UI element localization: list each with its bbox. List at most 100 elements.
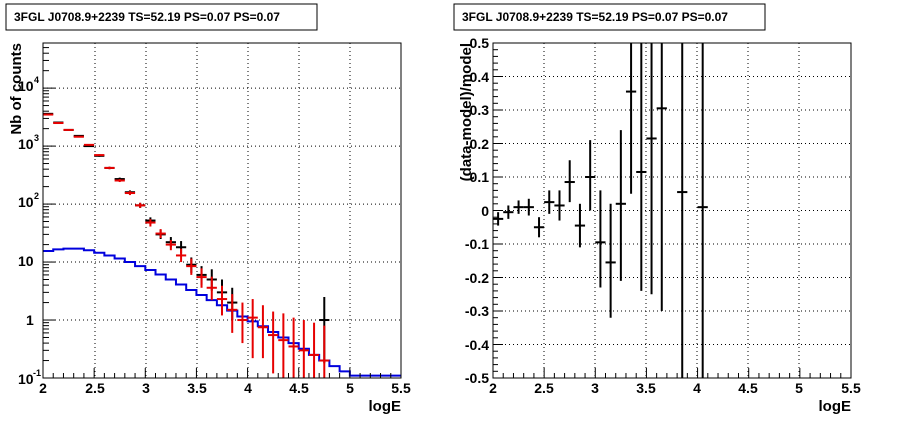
right-title-box [453,3,766,31]
left-data-point [319,325,330,378]
left-data-point [268,311,279,374]
right-x-tick: 3 [591,380,599,396]
left-x-tick: 2 [39,380,47,396]
left-x-axis-label: logE [369,398,402,415]
left-y-tick-exponent: 3 [34,133,39,143]
right-residual-point [656,43,667,311]
left-y-tick: 10 [18,136,34,152]
right-residual-point [554,190,565,221]
left-data-point [288,317,299,378]
left-y-axis-label: Nb of counts [8,43,25,135]
left-data-point [104,166,115,170]
right-plot-area [493,42,851,379]
right-y-tick: 0.4 [470,69,490,85]
left-data-point [278,313,289,378]
right-residual-point [625,43,637,194]
right-y-tick: -0.5 [465,370,489,386]
right-title: 3FGL J0708.9+2239 TS=52.19 PS=0.07 PS=0.… [462,10,728,24]
right-y-tick: -0.1 [465,236,489,252]
left-data-point [308,322,320,378]
right-residual-point [564,160,575,203]
right-x-tick: 4 [693,380,701,396]
left-data-point [247,299,258,359]
left-frame [42,42,402,379]
left-data-point [237,302,248,344]
left-y-tick-exponent: -1 [33,368,41,378]
right-x-tick: 3.5 [636,380,656,396]
right-residual-point [697,43,708,378]
left-y-tick: 1 [26,312,34,328]
left-data-point [298,320,309,378]
left-data-point [83,143,95,146]
right-residual-point [533,217,545,238]
left-data-point [135,202,146,208]
left-data-point [114,179,125,183]
right-residual-point [544,190,555,214]
left-x-tick: 3 [142,380,150,396]
right-y-tick: 0.5 [470,35,490,51]
left-data-point [63,128,74,131]
right-tick-marks [492,42,852,379]
left-y-tick: 10 [18,371,34,387]
left-data-point [73,135,84,138]
left-data-point [124,191,136,196]
left-y-tick: 10 [18,194,34,210]
left-plot-area [43,87,401,379]
left-data-point [175,248,187,263]
left-y-tick: 10 [18,253,34,269]
left-x-tick: 4.5 [289,380,309,396]
left-title: 3FGL J0708.9+2239 TS=52.19 PS=0.07 PS=0.… [14,10,280,24]
right-x-axis-label: logE [819,398,852,415]
right-y-tick: 0.3 [470,102,490,118]
left-x-tick: 5.5 [391,380,411,396]
left-tick-marks [42,42,402,379]
right-residual-point [677,43,688,378]
right-panel: 3FGL J0708.9+2239 TS=52.19 PS=0.07 PS=0.… [453,3,861,415]
right-y-tick: 0 [481,203,489,219]
right-x-tick: 2.5 [534,380,554,396]
left-y-tick-exponent: 2 [34,191,39,201]
left-x-tick: 2.5 [85,380,105,396]
right-residual-point [503,205,514,219]
right-x-tick: 4.5 [738,380,758,396]
right-y-axis-label: (data-model)/model [458,43,475,181]
left-data-point [196,268,207,288]
right-residual-point [646,43,657,295]
right-residual-point [523,198,534,216]
right-y-tick: -0.4 [465,337,489,353]
right-residual-point [574,203,586,248]
right-residual-point [605,203,616,318]
left-data-point [145,219,156,227]
left-data-point [43,113,54,116]
left-data-point [227,294,238,333]
left-data-point [186,258,197,275]
left-data-point [53,122,64,125]
left-data-point [155,229,166,238]
left-x-tick: 4 [244,380,252,396]
right-residual-point [493,212,504,226]
right-y-tick: 0.2 [470,136,490,152]
left-panel: 3FGL J0708.9+2239 TS=52.19 PS=0.07 PS=0.… [5,3,411,415]
right-residual-point [636,43,647,291]
left-y-tick-exponent: 4 [34,75,39,85]
right-residual-point [615,130,626,281]
right-residual-point [513,200,524,214]
right-x-tick: 5.5 [841,380,861,396]
left-x-tick: 3.5 [187,380,207,396]
left-data-point [206,276,217,301]
left-data-point [94,154,105,157]
left-data-point [257,305,269,359]
left-y-tick: 10 [18,78,34,94]
left-x-tick: 5 [346,380,354,396]
right-y-tick: -0.2 [465,270,489,286]
left-title-box [5,3,318,31]
left-data-point [216,285,228,316]
left-data-point [165,240,176,251]
right-y-tick: -0.3 [465,303,489,319]
right-residual-point [585,140,596,211]
right-x-tick: 5 [795,380,803,396]
right-x-tick: 2 [489,380,497,396]
right-residual-point [595,190,606,288]
right-y-tick: 0.1 [470,169,490,185]
